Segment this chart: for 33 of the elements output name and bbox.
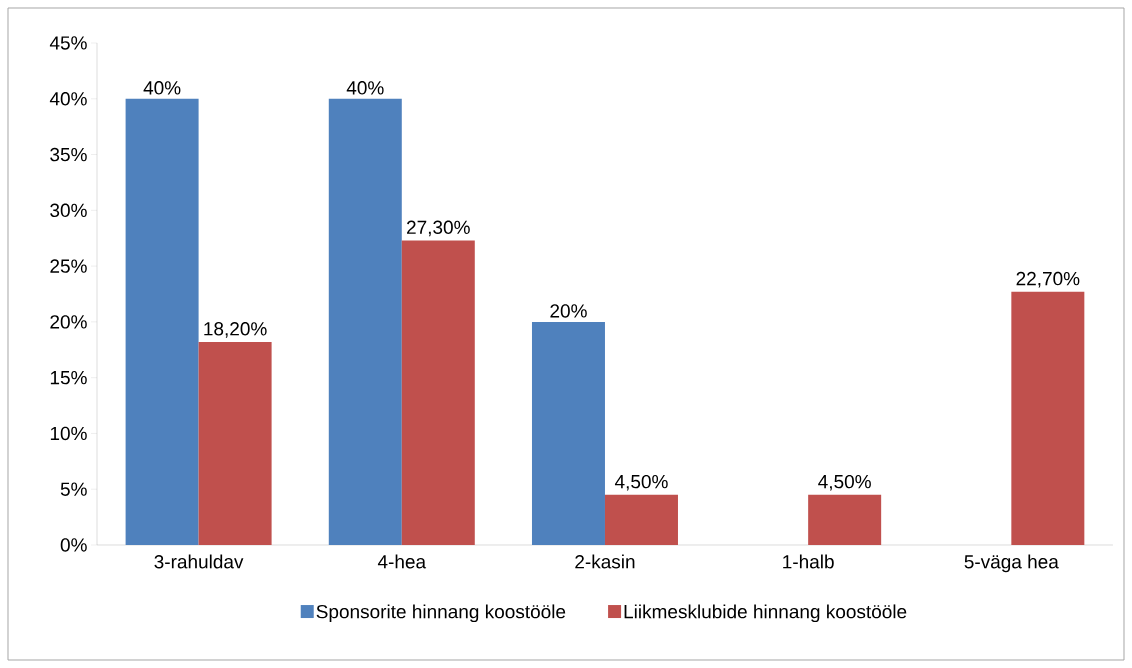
data-label: 40% bbox=[143, 81, 181, 95]
data-label: 4,50% bbox=[818, 474, 871, 491]
bar bbox=[808, 494, 882, 545]
data-label: 18,20% bbox=[204, 322, 267, 338]
y-tick-label: 35% bbox=[50, 147, 87, 162]
bar bbox=[604, 494, 678, 545]
y-tick-label: 15% bbox=[50, 370, 87, 385]
bar bbox=[198, 341, 272, 545]
x-tick-label: 1-halb bbox=[783, 554, 834, 569]
y-tick-label: 45% bbox=[49, 36, 87, 50]
x-tick-label: 4-hea bbox=[377, 554, 427, 569]
bar bbox=[531, 321, 605, 545]
bar bbox=[401, 240, 475, 545]
bar bbox=[1011, 291, 1085, 545]
data-label: 40% bbox=[346, 81, 384, 95]
x-tick-label: 5-väga hea bbox=[964, 554, 1059, 573]
x-tick-label: 3-rahuldav bbox=[154, 554, 244, 569]
data-label: 20% bbox=[550, 304, 587, 318]
y-tick-label: 40% bbox=[49, 92, 87, 106]
y-tick-label: 25% bbox=[50, 259, 87, 273]
y-tick-label: 5% bbox=[60, 482, 87, 496]
x-tick-label: 2-kasin bbox=[575, 554, 635, 569]
y-tick-label: 20% bbox=[50, 315, 87, 329]
data-label: 27,30% bbox=[407, 220, 470, 237]
data-label: 4,50% bbox=[614, 474, 668, 491]
bar bbox=[328, 98, 402, 545]
legend-label: Liikmesklubide hinnang koostööle bbox=[624, 604, 907, 623]
y-tick-label: 10% bbox=[50, 426, 87, 441]
data-label: 22,70% bbox=[1016, 271, 1080, 288]
legend-label: Sponsorite hinnang koostööle bbox=[316, 604, 566, 623]
y-tick-label: 0% bbox=[60, 538, 87, 552]
y-tick-label: 30% bbox=[50, 203, 87, 218]
bar bbox=[125, 98, 199, 545]
